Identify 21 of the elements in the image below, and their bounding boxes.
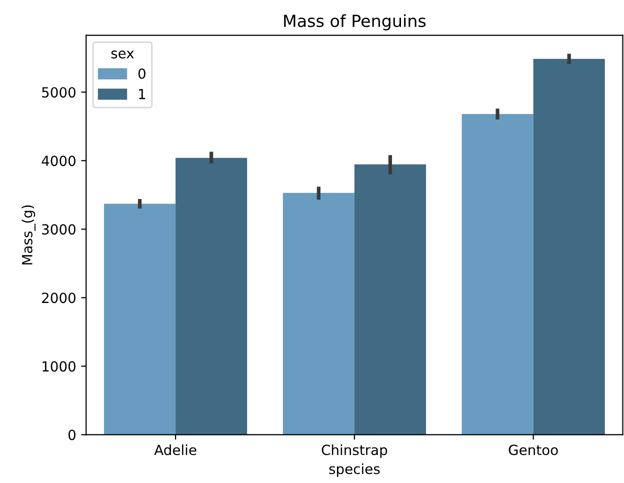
x-axis-title: species (329, 463, 380, 477)
bar (104, 204, 176, 435)
bar (462, 114, 534, 435)
y-tick-label: 1000 (42, 361, 76, 372)
bar (354, 164, 426, 435)
y-tick-label: 5000 (42, 87, 76, 98)
y-tick-label: 3000 (42, 224, 76, 235)
y-tick-label: 2000 (42, 292, 76, 304)
bar (282, 192, 354, 435)
y-tick-label: 4000 (42, 156, 76, 166)
bar (533, 58, 605, 435)
x-tick-label: Adelie (154, 444, 196, 456)
legend-label: 0 (138, 68, 146, 79)
bar (176, 158, 248, 435)
y-axis-title: Mass_(g) (22, 205, 36, 264)
x-tick-label: Chinstrap (322, 444, 388, 458)
x-tick-label: Gentoo (508, 444, 558, 456)
chart-title: Mass of Penguins (284, 14, 426, 30)
legend-label: 1 (139, 88, 146, 100)
legend-title: sex (111, 50, 134, 59)
y-tick-label: 0 (68, 430, 76, 440)
